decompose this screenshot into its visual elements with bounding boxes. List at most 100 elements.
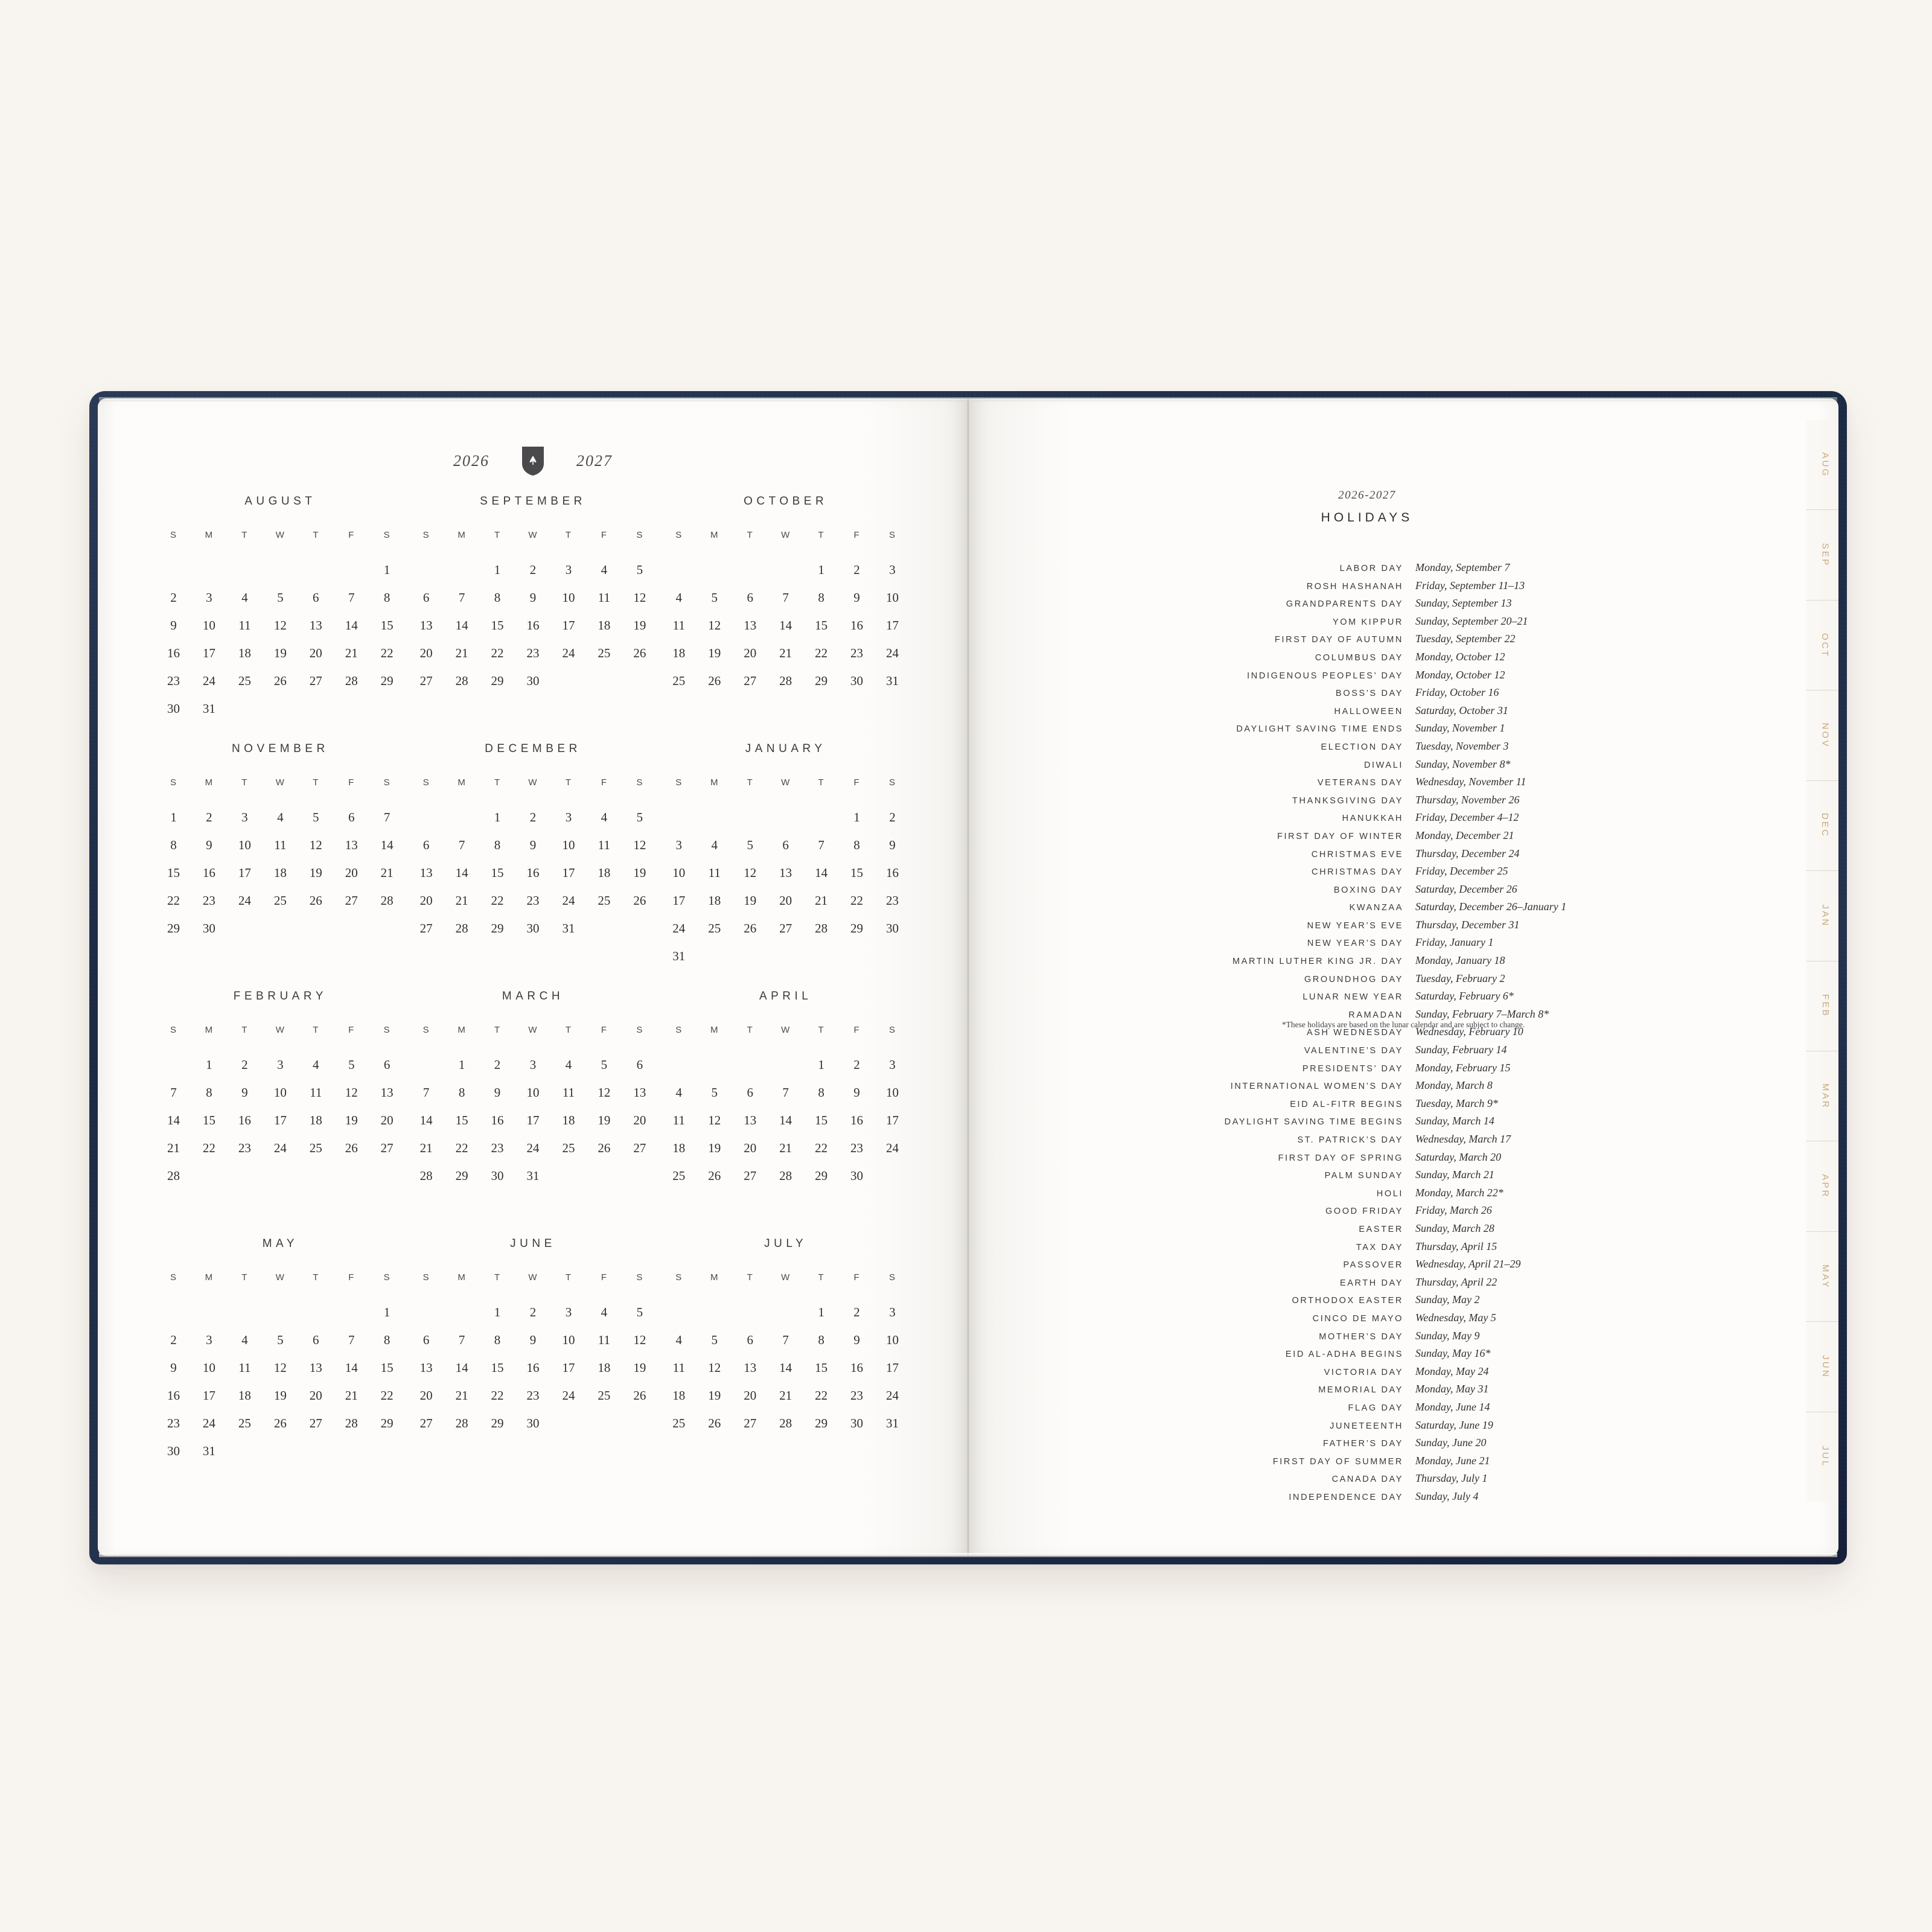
day-cell[interactable]: 2: [170, 590, 177, 605]
day-cell[interactable]: 2: [241, 1057, 248, 1072]
day-cell[interactable]: 22: [815, 1141, 828, 1155]
day-cell[interactable]: 18: [238, 1388, 251, 1403]
day-cell[interactable]: 12: [273, 618, 287, 633]
day-cell[interactable]: 24: [672, 921, 686, 936]
day-cell[interactable]: 3: [277, 1057, 284, 1072]
day-cell[interactable]: 3: [565, 810, 572, 824]
day-cell[interactable]: 3: [206, 590, 212, 605]
day-cell[interactable]: 14: [419, 1113, 433, 1127]
day-cell[interactable]: 26: [273, 674, 287, 688]
day-cell[interactable]: 9: [206, 838, 212, 852]
day-cell[interactable]: 23: [491, 1141, 504, 1155]
day-cell[interactable]: 16: [238, 1113, 251, 1127]
day-cell[interactable]: 29: [850, 921, 864, 936]
day-cell[interactable]: 6: [422, 838, 430, 852]
day-cell[interactable]: 12: [345, 1085, 358, 1100]
day-cell[interactable]: 21: [779, 646, 792, 660]
day-cell[interactable]: 3: [675, 838, 683, 852]
month-tab-mar[interactable]: MAR: [1806, 1050, 1838, 1141]
day-cell[interactable]: 6: [636, 1057, 643, 1072]
day-cell[interactable]: 13: [309, 1360, 322, 1375]
day-cell[interactable]: 21: [455, 893, 468, 908]
day-cell[interactable]: 1: [170, 810, 177, 824]
day-cell[interactable]: 24: [886, 1141, 899, 1155]
day-cell[interactable]: 9: [170, 1360, 177, 1375]
day-cell[interactable]: 27: [419, 1416, 433, 1430]
day-cell[interactable]: 16: [850, 618, 864, 633]
day-cell[interactable]: 19: [309, 866, 322, 880]
day-cell[interactable]: 29: [455, 1168, 468, 1183]
day-cell[interactable]: 21: [167, 1141, 180, 1155]
day-cell[interactable]: 8: [818, 1085, 824, 1100]
day-cell[interactable]: 28: [167, 1168, 180, 1183]
day-cell[interactable]: 25: [672, 1168, 686, 1183]
day-cell[interactable]: 4: [241, 590, 248, 605]
day-cell[interactable]: 12: [744, 866, 757, 880]
day-cell[interactable]: 17: [238, 866, 251, 880]
day-cell[interactable]: 1: [818, 563, 824, 577]
day-cell[interactable]: 17: [886, 1360, 899, 1375]
day-cell[interactable]: 10: [202, 1360, 215, 1375]
day-cell[interactable]: 3: [889, 563, 896, 577]
month-tab-jan[interactable]: JAN: [1806, 870, 1838, 961]
day-cell[interactable]: 12: [273, 1360, 287, 1375]
day-cell[interactable]: 8: [206, 1085, 212, 1100]
day-cell[interactable]: 11: [562, 1085, 575, 1100]
day-cell[interactable]: 8: [494, 1333, 501, 1347]
day-cell[interactable]: 10: [886, 1085, 899, 1100]
day-cell[interactable]: 30: [526, 1416, 540, 1430]
day-cell[interactable]: 6: [313, 1333, 319, 1347]
day-cell[interactable]: 4: [565, 1057, 572, 1072]
day-cell[interactable]: 27: [633, 1141, 646, 1155]
day-cell[interactable]: 14: [815, 866, 828, 880]
day-cell[interactable]: 29: [491, 674, 504, 688]
day-cell[interactable]: 30: [491, 1168, 504, 1183]
day-cell[interactable]: 29: [815, 1416, 828, 1430]
day-cell[interactable]: 7: [170, 1085, 177, 1100]
day-cell[interactable]: 25: [672, 1416, 686, 1430]
day-cell[interactable]: 24: [886, 646, 899, 660]
day-cell[interactable]: 10: [238, 838, 251, 852]
day-cell[interactable]: 12: [633, 838, 646, 852]
day-cell[interactable]: 26: [273, 1416, 287, 1430]
day-cell[interactable]: 22: [850, 893, 864, 908]
day-cell[interactable]: 25: [309, 1141, 322, 1155]
day-cell[interactable]: 28: [455, 674, 468, 688]
day-cell[interactable]: 4: [601, 1305, 608, 1319]
day-cell[interactable]: 21: [779, 1388, 792, 1403]
day-cell[interactable]: 3: [529, 1057, 537, 1072]
day-cell[interactable]: 17: [202, 646, 215, 660]
day-cell[interactable]: 23: [526, 893, 540, 908]
day-cell[interactable]: 16: [850, 1360, 864, 1375]
day-cell[interactable]: 30: [167, 701, 180, 716]
day-cell[interactable]: 27: [779, 921, 792, 936]
day-cell[interactable]: 31: [562, 921, 575, 936]
day-cell[interactable]: 13: [744, 1360, 757, 1375]
day-cell[interactable]: 16: [167, 646, 180, 660]
day-cell[interactable]: 9: [529, 838, 537, 852]
day-cell[interactable]: 4: [711, 838, 718, 852]
day-cell[interactable]: 20: [419, 1388, 433, 1403]
day-cell[interactable]: 25: [238, 1416, 251, 1430]
day-cell[interactable]: 4: [675, 1085, 683, 1100]
day-cell[interactable]: 11: [672, 618, 685, 633]
day-cell[interactable]: 13: [633, 1085, 646, 1100]
day-cell[interactable]: 8: [383, 1333, 391, 1347]
day-cell[interactable]: 18: [309, 1113, 322, 1127]
day-cell[interactable]: 28: [779, 1416, 792, 1430]
day-cell[interactable]: 26: [633, 646, 646, 660]
day-cell[interactable]: 24: [562, 646, 575, 660]
day-cell[interactable]: 14: [455, 866, 468, 880]
day-cell[interactable]: 19: [633, 618, 646, 633]
day-cell[interactable]: 8: [494, 590, 501, 605]
month-tab-apr[interactable]: APR: [1806, 1141, 1838, 1231]
day-cell[interactable]: 29: [491, 921, 504, 936]
day-cell[interactable]: 10: [886, 590, 899, 605]
day-cell[interactable]: 18: [672, 1141, 686, 1155]
day-cell[interactable]: 16: [850, 1113, 864, 1127]
day-cell[interactable]: 11: [238, 1360, 251, 1375]
day-cell[interactable]: 6: [782, 838, 789, 852]
day-cell[interactable]: 2: [529, 563, 537, 577]
day-cell[interactable]: 28: [345, 1416, 358, 1430]
day-cell[interactable]: 25: [672, 674, 686, 688]
